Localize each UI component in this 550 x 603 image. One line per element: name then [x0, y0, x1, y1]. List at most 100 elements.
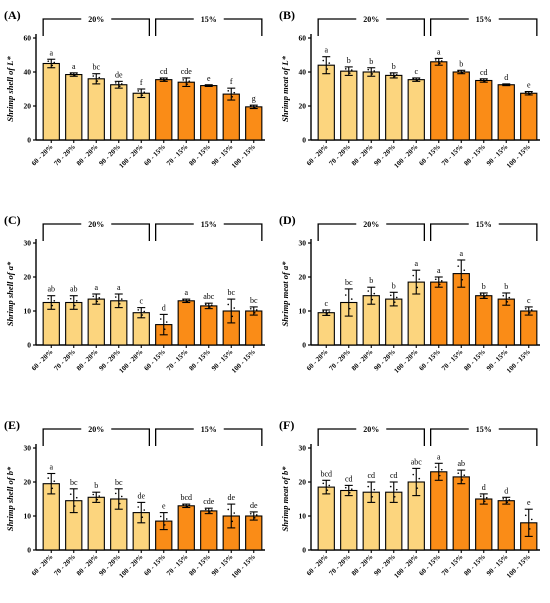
x-tick-label: 60 - 15% [143, 348, 168, 373]
x-tick-label: 80 - 20% [350, 553, 375, 578]
data-point [253, 106, 256, 109]
chart-panel-5: (E) 20% 15% 0 10 20 30 Shrimp shell of b* a 60 - … [4, 418, 265, 580]
significance-label: e [527, 498, 531, 507]
data-point [163, 524, 166, 526]
significance-label: abc [203, 292, 215, 301]
significance-label: b [369, 57, 373, 66]
significance-label: b [347, 56, 351, 65]
data-point [389, 294, 392, 297]
data-point [69, 297, 72, 300]
data-point [434, 59, 437, 61]
significance-label: d [504, 486, 508, 495]
data-point [373, 488, 376, 491]
data-point [143, 310, 146, 313]
data-point [51, 304, 54, 307]
bar [87, 496, 105, 551]
group-bracket [42, 223, 150, 241]
data-point [506, 501, 509, 504]
data-point [75, 300, 78, 302]
significance-label: c [139, 297, 143, 306]
panel-letter: (C) [4, 213, 21, 227]
bar [430, 471, 448, 551]
x-tick-label: 60 - 20% [305, 553, 330, 578]
y-axis-title: Shrimp shell of a* [5, 261, 15, 326]
bar [407, 79, 425, 141]
group-bracket [155, 428, 263, 446]
significance-label: bc [227, 288, 235, 297]
y-tick-label: 0 [302, 341, 306, 350]
significance-label: de [137, 491, 145, 500]
data-point [530, 92, 533, 94]
data-point [506, 301, 509, 303]
data-point [141, 94, 144, 96]
y-axis-title: Shrimp meat of a* [280, 261, 290, 327]
significance-label: de [115, 70, 123, 79]
x-tick-label: 100 - 20% [118, 348, 145, 375]
data-point [434, 278, 437, 281]
x-tick-label: 60 - 15% [143, 143, 168, 168]
group-bracket [430, 223, 538, 241]
data-point [502, 498, 505, 500]
data-point [389, 73, 392, 75]
bar [452, 71, 470, 141]
significance-label: cd [390, 471, 398, 480]
data-point [373, 292, 376, 295]
data-point [120, 83, 123, 85]
panel-letter: (F) [279, 418, 294, 432]
x-tick-label: 100 - 20% [393, 143, 420, 170]
data-point [141, 314, 144, 316]
group-bracket [42, 428, 150, 446]
data-point [182, 79, 185, 81]
y-tick-label: 0 [302, 546, 306, 555]
group-bracket [42, 18, 150, 36]
group-label: 20% [88, 15, 104, 24]
data-point [165, 518, 168, 520]
data-point [204, 508, 207, 511]
y-tick-label: 40 [299, 68, 307, 77]
y-tick-label: 30 [24, 444, 32, 453]
y-tick-label: 20 [299, 102, 307, 111]
significance-label: bcd [320, 469, 332, 478]
data-point [322, 310, 325, 313]
data-point [530, 518, 533, 521]
data-point [393, 301, 396, 303]
chart-panel-1: (A) 20% 15% 0 20 40 60 Shrimp shell of L* a 60 - … [4, 8, 265, 170]
significance-label: d [162, 303, 166, 312]
data-point [440, 468, 443, 471]
data-point [389, 485, 392, 488]
group-label: 15% [476, 425, 492, 434]
bar [87, 298, 105, 346]
y-axis-title: Shrimp meat of L* [280, 55, 290, 122]
data-point [326, 489, 329, 491]
significance-label: cd [480, 68, 488, 77]
data-point [253, 312, 256, 314]
bar [475, 79, 493, 141]
data-point [165, 78, 168, 81]
y-tick-label: 30 [24, 239, 32, 248]
significance-label: bc [115, 478, 123, 487]
data-point [528, 312, 531, 314]
significance-label: a [49, 463, 53, 472]
bar [475, 498, 493, 551]
x-tick-label: 70 - 20% [53, 143, 78, 168]
data-point [249, 512, 252, 515]
data-point [120, 298, 123, 300]
data-point [395, 73, 398, 76]
bar [42, 62, 60, 141]
x-tick-label: 80 - 15% [188, 553, 213, 578]
significance-label: ab [70, 285, 78, 294]
bar [222, 93, 240, 141]
significance-label: e [527, 81, 531, 90]
x-tick-label: 100 - 15% [505, 348, 532, 375]
data-point [479, 495, 482, 497]
data-point [457, 472, 460, 474]
y-axis-title: Shrimp shell of L* [5, 56, 15, 122]
data-point [210, 84, 213, 87]
x-tick-label: 100 - 15% [230, 348, 257, 375]
group-label: 20% [363, 15, 379, 24]
significance-label: b [392, 281, 396, 290]
data-point [73, 304, 76, 307]
data-point [137, 90, 140, 92]
x-tick-label: 100 - 15% [230, 143, 257, 170]
significance-label: a [94, 283, 98, 292]
